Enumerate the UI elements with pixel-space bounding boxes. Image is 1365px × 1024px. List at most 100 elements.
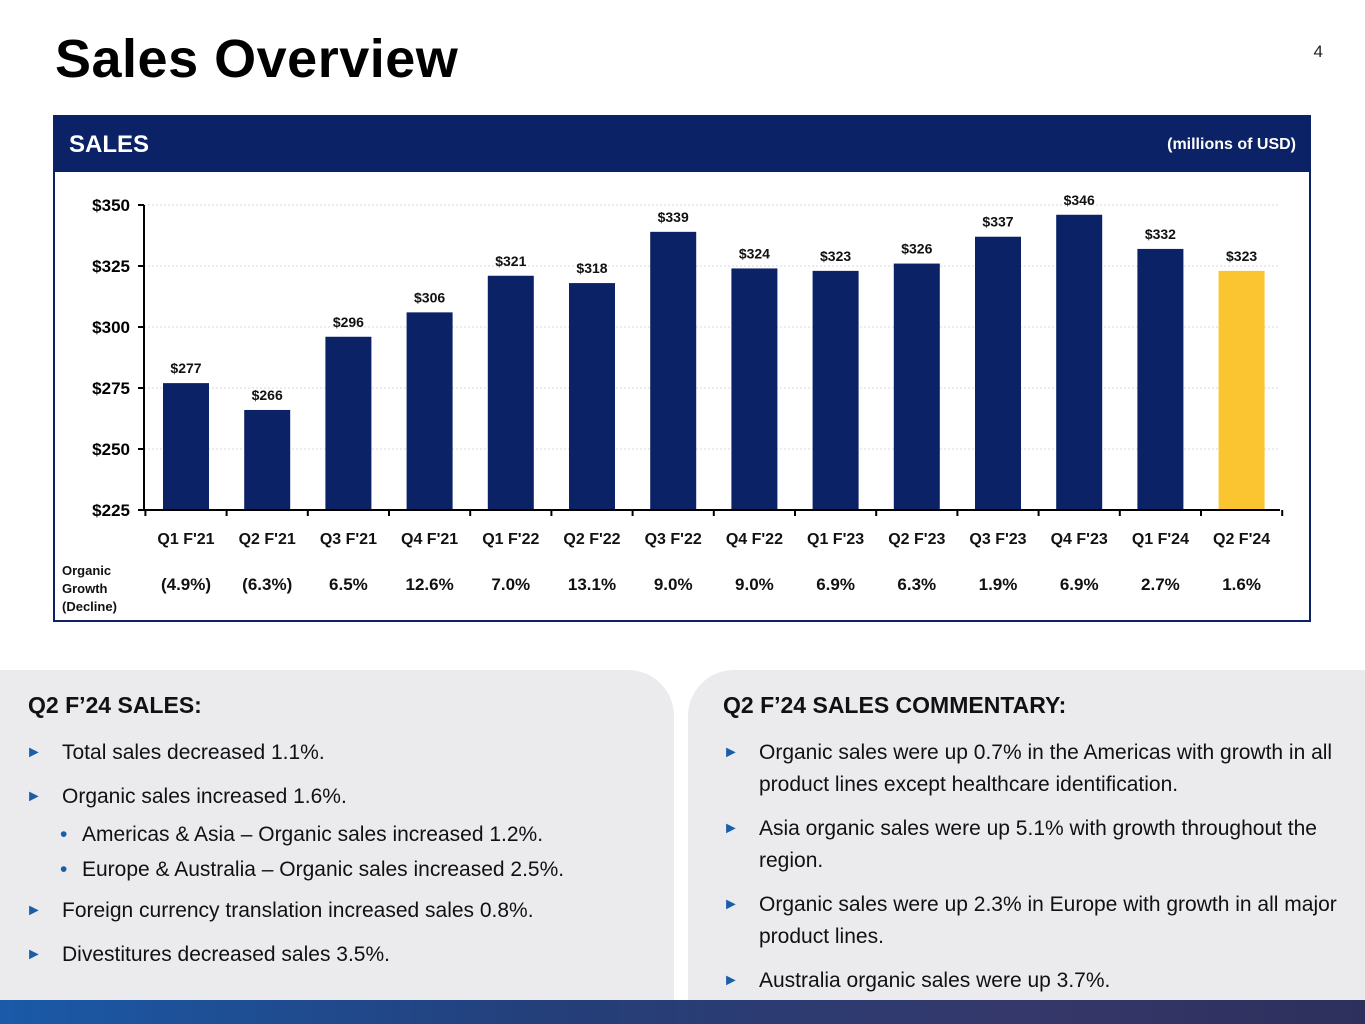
y-tick-label: $275 bbox=[92, 379, 130, 398]
x-tick-label: Q3 F'21 bbox=[320, 531, 377, 548]
list-item-text: Australia organic sales were up 3.7%. bbox=[759, 969, 1111, 992]
bar bbox=[569, 283, 615, 510]
triangle-bullet-icon: ► bbox=[26, 788, 42, 805]
x-tick-label: Q2 F'24 bbox=[1213, 531, 1270, 548]
triangle-bullet-icon: ► bbox=[723, 820, 739, 837]
triangle-bullet-icon: ► bbox=[723, 896, 739, 913]
x-tick-label: Q2 F'21 bbox=[239, 531, 296, 548]
bar-value-label: $332 bbox=[1145, 226, 1176, 242]
organic-growth-value: 6.3% bbox=[897, 575, 936, 594]
x-tick-label: Q2 F'22 bbox=[563, 531, 620, 548]
triangle-bullet-icon: ► bbox=[26, 946, 42, 963]
q2-sales-bullets: ► Total sales decreased 1.1%. ► Organic sa… bbox=[26, 737, 666, 983]
organic-growth-label: (Decline) bbox=[62, 599, 117, 614]
bar-value-label: $321 bbox=[495, 253, 526, 269]
y-tick-label: $225 bbox=[92, 501, 130, 520]
page-number: 4 bbox=[1313, 42, 1323, 61]
bar bbox=[975, 236, 1021, 510]
organic-growth-value: 9.0% bbox=[735, 575, 774, 594]
list-item: ► Divestitures decreased sales 3.5%. bbox=[26, 939, 666, 971]
list-subitem: • Europe & Australia – Organic sales incr… bbox=[26, 854, 666, 886]
organic-growth-value: (6.3%) bbox=[242, 575, 292, 594]
y-tick-label: $250 bbox=[92, 440, 130, 459]
bar-value-label: $306 bbox=[414, 289, 445, 305]
organic-growth-value: 1.6% bbox=[1222, 575, 1261, 594]
list-item-text: Asia organic sales were up 5.1% with gro… bbox=[759, 817, 1317, 872]
x-tick-label: Q1 F'21 bbox=[157, 531, 214, 548]
bar-value-label: $323 bbox=[1226, 248, 1257, 264]
bar bbox=[487, 275, 534, 510]
dot-bullet-icon: • bbox=[60, 823, 68, 846]
organic-growth-value: 1.9% bbox=[979, 575, 1018, 594]
x-tick-label: Q4 F'21 bbox=[401, 531, 458, 548]
bar bbox=[406, 312, 453, 510]
list-item: ► Asia organic sales were up 5.1% with gr… bbox=[723, 813, 1348, 877]
bar bbox=[1218, 270, 1265, 510]
y-tick-label: $350 bbox=[92, 196, 130, 215]
bar-value-label: $346 bbox=[1064, 192, 1095, 208]
bar bbox=[1056, 214, 1103, 510]
panel-title: SALES bbox=[69, 130, 150, 158]
list-item: ► Organic sales increased 1.6%. bbox=[26, 781, 666, 813]
x-tick-label: Q4 F'23 bbox=[1051, 531, 1108, 548]
list-item: ► Australia organic sales were up 3.7%. bbox=[723, 965, 1348, 997]
list-subitem: • Americas & Asia – Organic sales increas… bbox=[26, 819, 666, 851]
triangle-bullet-icon: ► bbox=[723, 972, 739, 989]
bar bbox=[325, 336, 372, 510]
bar-value-label: $277 bbox=[170, 360, 201, 376]
bar bbox=[812, 270, 859, 510]
bar bbox=[893, 263, 940, 510]
x-tick-label: Q3 F'23 bbox=[969, 531, 1026, 548]
organic-growth-value: 6.9% bbox=[816, 575, 855, 594]
triangle-bullet-icon: ► bbox=[26, 902, 42, 919]
list-item-text: Organic sales were up 0.7% in the Americ… bbox=[759, 741, 1333, 796]
list-item-text: Organic sales increased 1.6%. bbox=[62, 785, 347, 808]
bar-value-label: $296 bbox=[333, 314, 364, 330]
y-tick-label: $300 bbox=[92, 318, 130, 337]
footer-band bbox=[0, 1000, 1365, 1024]
organic-growth-value: 13.1% bbox=[568, 575, 616, 594]
organic-growth-label: Organic bbox=[62, 563, 111, 578]
list-item: ► Organic sales were up 2.3% in Europe wi… bbox=[723, 889, 1348, 953]
q2-sales-card: Q2 F’24 SALES: ► Total sales decreased 1.… bbox=[0, 670, 674, 1005]
list-item-text: Divestitures decreased sales 3.5%. bbox=[62, 943, 390, 966]
list-item: ► Foreign currency translation increased … bbox=[26, 895, 666, 927]
q2-sales-heading: Q2 F’24 SALES: bbox=[28, 692, 202, 718]
bar-value-label: $337 bbox=[982, 214, 1013, 230]
list-item-text: Europe & Australia – Organic sales incre… bbox=[82, 858, 565, 881]
triangle-bullet-icon: ► bbox=[723, 744, 739, 761]
sales-commentary-heading: Q2 F’24 SALES COMMENTARY: bbox=[723, 692, 1067, 718]
dot-bullet-icon: • bbox=[60, 858, 68, 881]
organic-growth-value: 9.0% bbox=[654, 575, 693, 594]
bar-value-label: $339 bbox=[658, 209, 689, 225]
organic-growth-label: Growth bbox=[62, 581, 108, 596]
sales-chart-panel: SALES (millions of USD) $225 $250 $275 $300… bbox=[53, 115, 1311, 622]
bar bbox=[244, 409, 291, 510]
organic-growth-value: 12.6% bbox=[405, 575, 453, 594]
organic-growth-value: 6.9% bbox=[1060, 575, 1099, 594]
bar bbox=[731, 268, 778, 510]
bar-value-label: $323 bbox=[820, 248, 851, 264]
x-tick-label: Q3 F'22 bbox=[645, 531, 702, 548]
x-tick-label: Q1 F'23 bbox=[807, 531, 864, 548]
organic-growth-value: 6.5% bbox=[329, 575, 368, 594]
organic-growth-value: 7.0% bbox=[491, 575, 530, 594]
list-item-text: Organic sales were up 2.3% in Europe wit… bbox=[759, 893, 1337, 948]
list-item-text: Foreign currency translation increased s… bbox=[62, 899, 534, 922]
bar-value-label: $318 bbox=[576, 260, 607, 276]
bar bbox=[163, 383, 209, 510]
list-item-text: Americas & Asia – Organic sales increase… bbox=[82, 823, 544, 846]
x-tick-label: Q4 F'22 bbox=[726, 531, 783, 548]
y-tick-label: $325 bbox=[92, 257, 130, 276]
triangle-bullet-icon: ► bbox=[26, 744, 42, 761]
bar bbox=[1137, 248, 1184, 511]
x-tick-label: Q2 F'23 bbox=[888, 531, 945, 548]
x-tick-label: Q1 F'24 bbox=[1132, 531, 1189, 548]
organic-growth-value: 2.7% bbox=[1141, 575, 1180, 594]
list-item: ► Organic sales were up 0.7% in the Ameri… bbox=[723, 737, 1348, 801]
sales-commentary-bullets: ► Organic sales were up 0.7% in the Ameri… bbox=[723, 737, 1348, 1009]
panel-units: (millions of USD) bbox=[1167, 135, 1296, 153]
panel-header: SALES (millions of USD) bbox=[55, 117, 1309, 172]
bar-value-label: $266 bbox=[252, 387, 283, 403]
list-item-text: Total sales decreased 1.1%. bbox=[62, 741, 325, 764]
